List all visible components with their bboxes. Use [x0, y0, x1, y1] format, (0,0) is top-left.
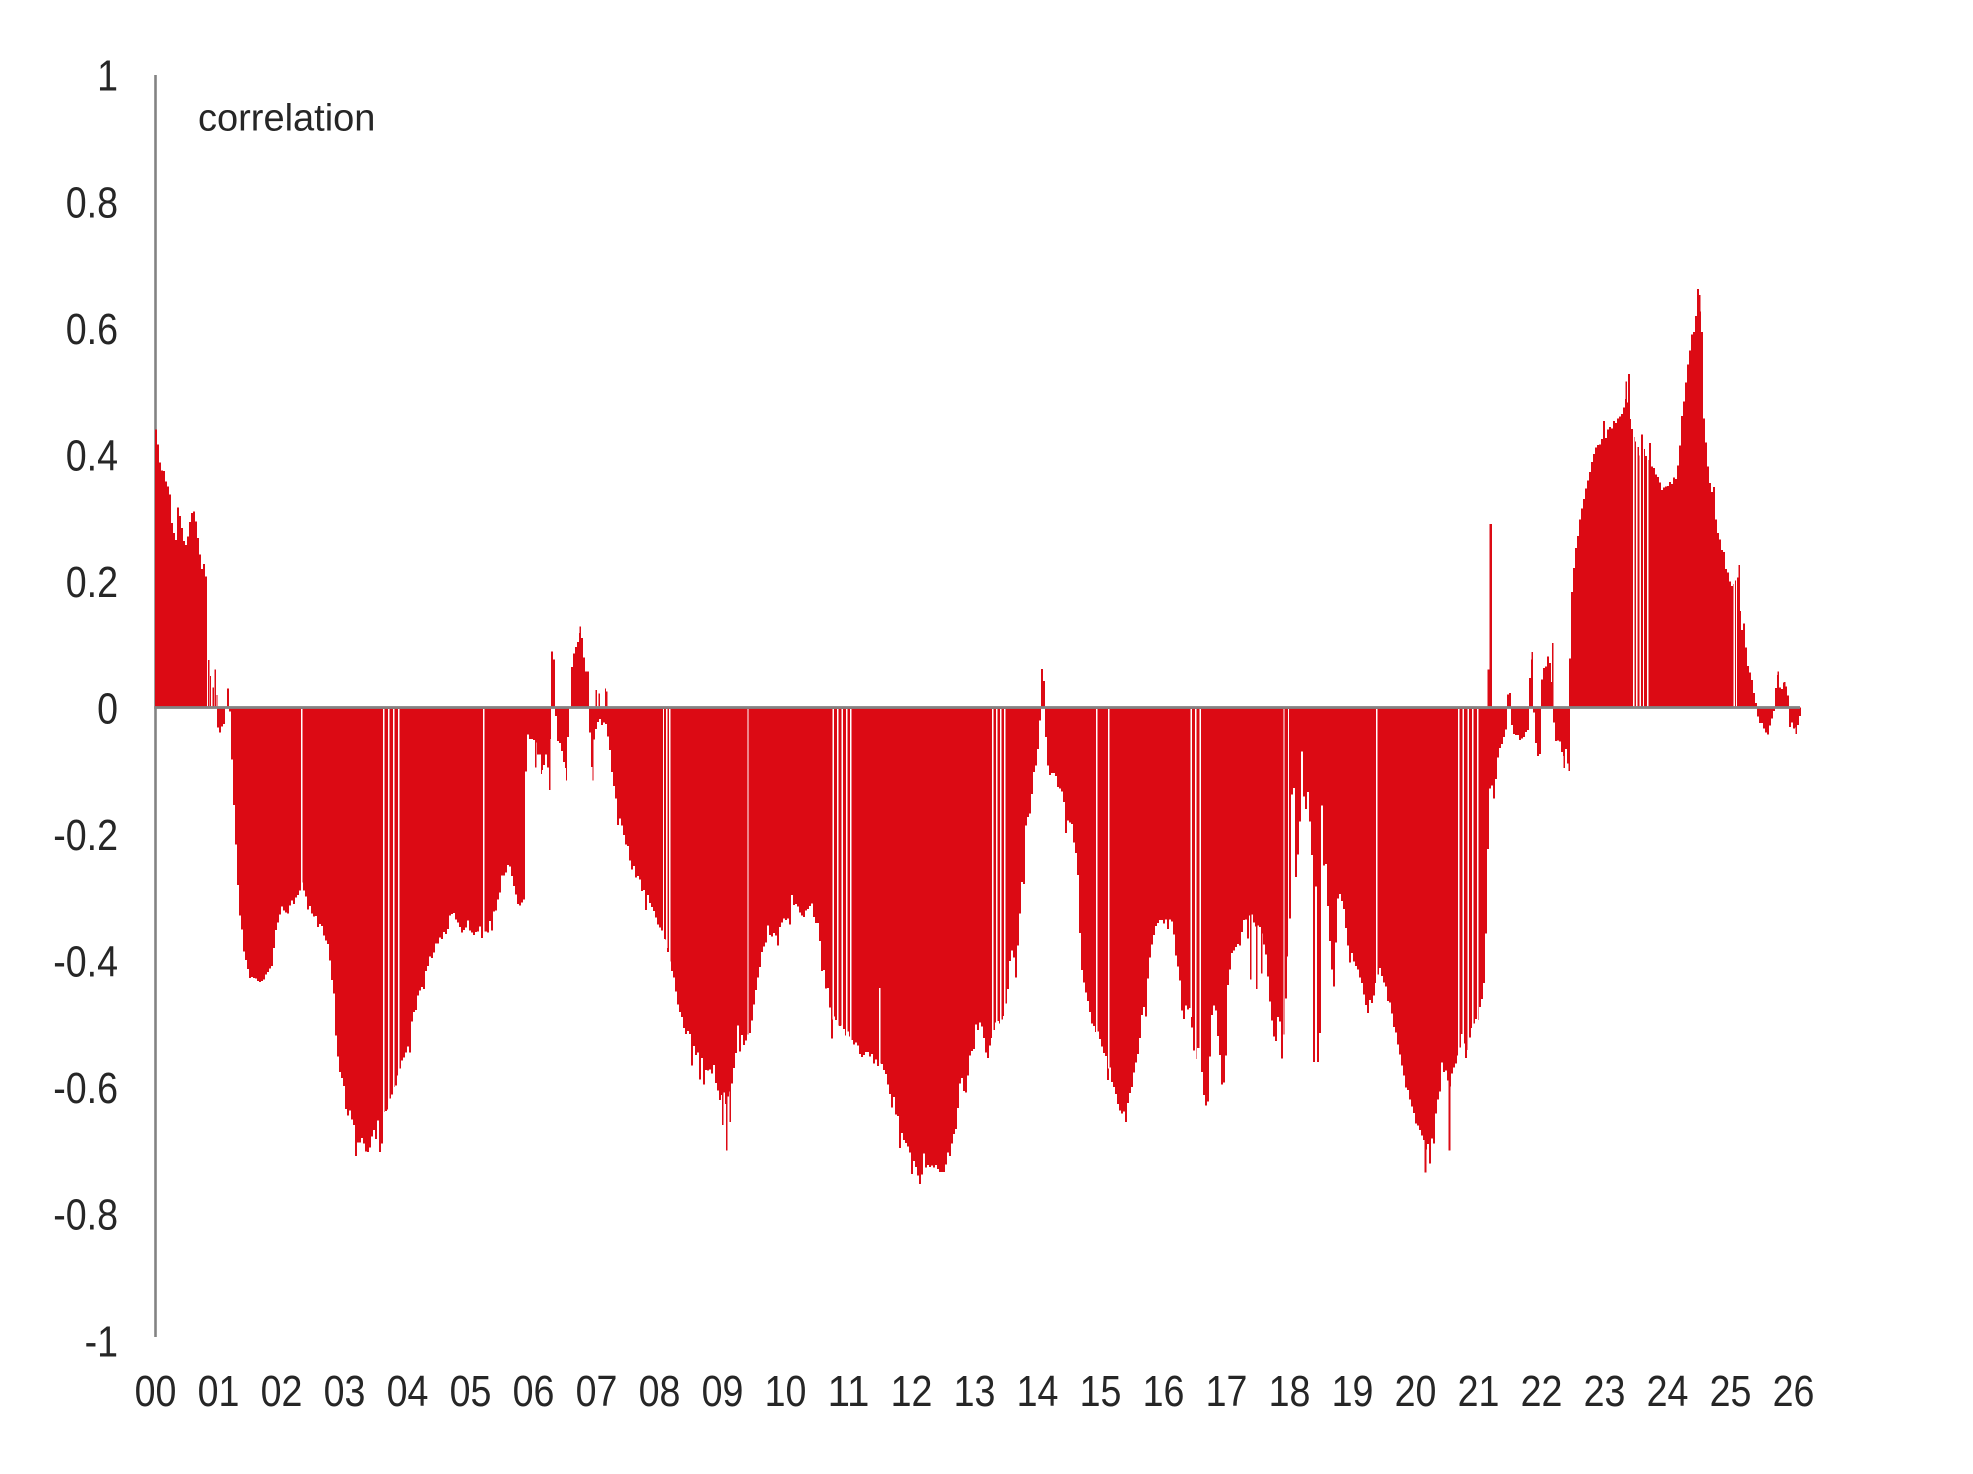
svg-text:08: 08	[639, 1367, 681, 1416]
svg-text:0.4: 0.4	[66, 431, 118, 480]
svg-text:15: 15	[1080, 1367, 1122, 1416]
svg-text:-0.8: -0.8	[53, 1191, 118, 1240]
svg-text:0.2: 0.2	[66, 558, 118, 607]
svg-text:22: 22	[1521, 1367, 1563, 1416]
svg-text:23: 23	[1584, 1367, 1626, 1416]
svg-text:17: 17	[1206, 1367, 1248, 1416]
svg-text:03: 03	[324, 1367, 366, 1416]
svg-text:0: 0	[97, 685, 118, 734]
svg-text:16: 16	[1143, 1367, 1185, 1416]
svg-text:14: 14	[1017, 1367, 1059, 1416]
svg-text:20: 20	[1395, 1367, 1437, 1416]
svg-text:-0.2: -0.2	[53, 811, 118, 860]
svg-text:0.8: 0.8	[66, 178, 118, 227]
svg-text:24: 24	[1647, 1367, 1689, 1416]
svg-text:18: 18	[1269, 1367, 1311, 1416]
svg-text:10: 10	[765, 1367, 807, 1416]
svg-text:12: 12	[891, 1367, 933, 1416]
svg-text:26: 26	[1773, 1367, 1815, 1416]
svg-text:13: 13	[954, 1367, 996, 1416]
svg-text:01: 01	[198, 1367, 240, 1416]
svg-text:correlation: correlation	[198, 98, 375, 140]
svg-text:19: 19	[1332, 1367, 1374, 1416]
svg-text:11: 11	[828, 1367, 870, 1416]
svg-text:-0.4: -0.4	[53, 938, 118, 987]
svg-text:1: 1	[97, 52, 118, 101]
svg-text:-0.6: -0.6	[53, 1064, 118, 1113]
svg-text:07: 07	[576, 1367, 618, 1416]
svg-text:21: 21	[1458, 1367, 1500, 1416]
svg-text:06: 06	[513, 1367, 555, 1416]
svg-text:25: 25	[1710, 1367, 1752, 1416]
svg-text:00: 00	[135, 1367, 177, 1416]
svg-text:05: 05	[450, 1367, 492, 1416]
svg-text:09: 09	[702, 1367, 744, 1416]
svg-text:02: 02	[261, 1367, 303, 1416]
svg-text:0.6: 0.6	[66, 305, 118, 354]
svg-text:-1: -1	[85, 1317, 118, 1366]
svg-text:04: 04	[387, 1367, 429, 1416]
